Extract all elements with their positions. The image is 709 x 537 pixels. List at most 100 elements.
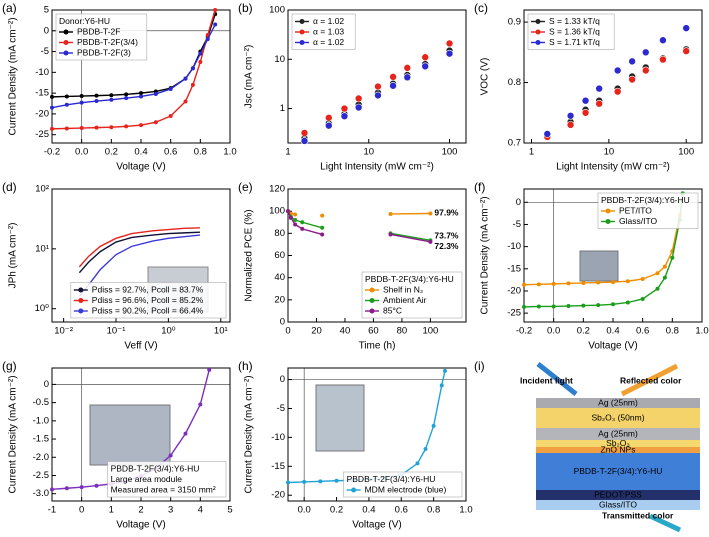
plot-frame <box>51 188 231 323</box>
data-point <box>445 49 454 58</box>
legend-text: Large area module <box>111 474 183 484</box>
data-point <box>439 383 444 388</box>
x-axis-label: Light Intensity (mW cm⁻²) <box>320 162 434 173</box>
stack-layer <box>536 453 700 490</box>
legend-text: Donor:Y6-HU <box>59 16 110 26</box>
data-point <box>198 402 203 407</box>
x-axis-label: Voltage (V) <box>116 162 165 173</box>
stack-layer <box>536 408 700 428</box>
data-point <box>522 282 526 287</box>
y-tick-label: 100 <box>269 206 285 217</box>
y-tick-label: 80 <box>274 228 285 239</box>
data-point <box>183 99 188 104</box>
y-tick-label: -1.5 <box>33 434 49 445</box>
x-tick-label: 10⁻² <box>54 326 73 337</box>
data-point <box>536 304 541 309</box>
x-tick-label: -0.2 <box>44 147 60 158</box>
data-point <box>670 255 675 260</box>
x-axis-label: Time (h) <box>359 341 396 352</box>
y-tick-label: -2.5 <box>33 470 49 481</box>
inset-photo <box>315 384 365 452</box>
y-axis-label: Current Density (mA cm⁻²) <box>8 17 19 135</box>
x-tick-label: 0.0 <box>75 147 88 158</box>
x-tick-label: 10¹ <box>214 326 228 337</box>
data-point <box>625 279 630 284</box>
legend-text: PBDB-T-2F(3/4) <box>77 37 138 47</box>
data-point <box>50 94 54 99</box>
incident-arrow <box>536 362 578 396</box>
data-point <box>205 37 210 42</box>
series-line <box>523 193 684 308</box>
data-point <box>655 271 660 276</box>
legend-text: PBDB-T-2F(3) <box>77 47 131 57</box>
data-point <box>423 446 428 451</box>
data-point <box>109 93 114 98</box>
y-tick-label: 1 <box>280 103 285 114</box>
data-point <box>445 39 454 48</box>
data-point <box>640 276 645 281</box>
legend-swatch <box>535 40 541 45</box>
plot-frame <box>51 9 231 144</box>
data-point <box>213 22 218 27</box>
data-point <box>613 66 622 75</box>
legend-swatch <box>535 19 541 24</box>
legend-text: Glass/ITO <box>619 216 657 226</box>
legend-swatch <box>63 29 69 35</box>
legend-text: PBDB-T-2F <box>77 26 120 36</box>
legend-text: S = 1.71 kT/q <box>549 37 600 47</box>
legend-text: MDM electrode (blue) <box>365 484 447 494</box>
legend-swatch <box>369 308 375 314</box>
layer-label: Sb₂O₃ <box>606 438 630 448</box>
legend-swatch <box>78 287 84 293</box>
data-point <box>628 57 636 66</box>
series-line <box>78 231 200 274</box>
panel-label: (b) <box>238 1 253 15</box>
y-tick-label: -1.0 <box>33 415 49 426</box>
legend-swatch <box>63 50 69 56</box>
x-axis-label: Voltage (V) <box>352 520 401 531</box>
legend-text: PBDB-T-2F(3/4):Y6-HU <box>601 195 690 205</box>
data-point <box>595 99 603 108</box>
x-tick-label: 10⁰ <box>161 326 176 337</box>
data-point <box>640 296 645 301</box>
layer-label: PBDB-T-2F(3/4):Y6-HU <box>574 466 663 476</box>
legend-text: α = 1.03 <box>313 26 344 36</box>
data-point <box>94 93 99 98</box>
y-tick-label: 20 <box>274 294 285 305</box>
data-point <box>389 81 397 90</box>
data-point <box>213 8 218 12</box>
x-tick-label: 10 <box>604 147 615 158</box>
series-line <box>287 210 431 243</box>
legend-swatch <box>299 40 305 45</box>
y-tick-label: -10 <box>507 241 521 252</box>
data-point <box>320 213 325 218</box>
plot-frame <box>287 9 467 144</box>
x-axis-label: Light Intensity (mW cm⁻²) <box>556 162 670 173</box>
x-tick-label: 1 <box>109 505 114 516</box>
data-point <box>374 82 382 91</box>
data-point <box>139 94 143 99</box>
plot-frame <box>287 367 467 502</box>
series-line <box>51 9 216 130</box>
y-axis-label: Current Density (mA cm⁻²) <box>8 375 19 493</box>
data-point <box>109 125 114 130</box>
legend-text: Pdiss = 96.6%, Pcoll = 85.2% <box>92 295 204 305</box>
y-tick-label: 0.7 <box>508 138 521 149</box>
x-tick-label: 0.2 <box>577 326 590 337</box>
data-point <box>682 24 691 32</box>
data-point <box>183 431 188 436</box>
data-point <box>300 220 305 225</box>
legend-text: α = 1.02 <box>313 37 344 47</box>
data-point <box>94 125 99 130</box>
layer-label: Ag (25nm) <box>598 428 638 438</box>
y-tick-label: -2.0 <box>33 452 49 463</box>
inset-photo <box>89 404 171 466</box>
y-tick-label: 10² <box>35 184 49 195</box>
legend-swatch <box>605 208 611 214</box>
layer-label: ZnO NPs <box>601 444 636 454</box>
data-point <box>300 129 309 137</box>
y-tick-label: 0 <box>516 197 521 208</box>
data-point <box>190 82 195 87</box>
data-point <box>64 126 69 131</box>
legend-swatch <box>78 298 84 303</box>
